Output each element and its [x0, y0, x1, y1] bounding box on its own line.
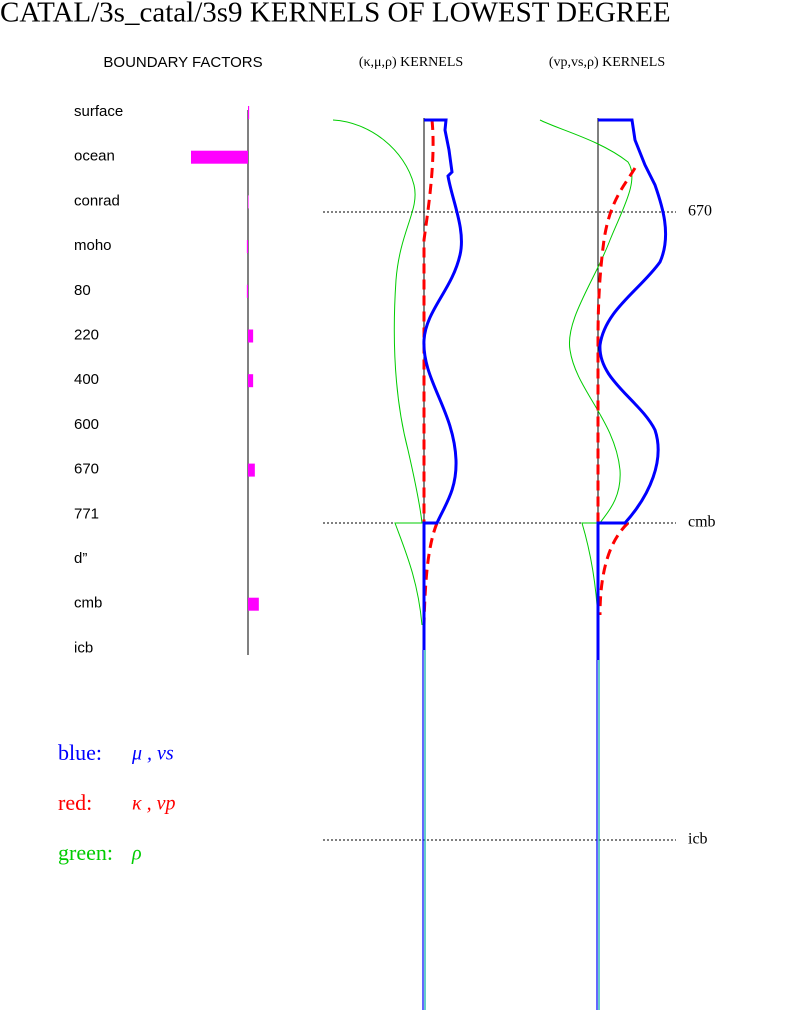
boundary-bar: [248, 463, 255, 477]
header: (vp,vs,ρ) KERNELS: [549, 55, 665, 70]
legend-label: red:: [58, 790, 92, 815]
title: CATAL/3s_catal/3s9 KERNELS OF LOWEST DEG…: [0, 0, 671, 29]
boundary-bar: [248, 374, 254, 388]
boundary-bar: [248, 597, 259, 611]
legend-symbols: ρ: [131, 843, 142, 865]
boundary-label: 80: [74, 282, 91, 299]
boundary-label: cmb: [74, 595, 102, 612]
boundary-label: 400: [74, 371, 99, 388]
boundary-bar: [246, 240, 248, 254]
boundary-label: 220: [74, 326, 99, 343]
boundary-label: 600: [74, 416, 99, 433]
depth-label: icb: [688, 831, 708, 848]
legend-label: blue:: [58, 740, 102, 765]
boundary-label: moho: [74, 237, 112, 254]
header: BOUNDARY FACTORS: [103, 54, 262, 71]
legend-label: green:: [58, 840, 113, 865]
boundary-bar: [191, 150, 248, 164]
boundary-label: conrad: [74, 192, 120, 209]
boundary-bar: [248, 195, 249, 209]
legend: blue: μ , vs red: κ , vp green: ρ: [58, 740, 175, 865]
boundary-label: surface: [74, 103, 123, 120]
depth-label: cmb: [688, 514, 716, 531]
boundary-label: 670: [74, 461, 99, 478]
boundary-bar: [248, 106, 250, 119]
boundary-label: 771: [74, 505, 99, 522]
boundary-factors: surface ocean conrad moho 80 220 400 600 670 771 d…: [74, 103, 259, 656]
depth-lines: [323, 211, 676, 841]
legend-symbols: μ , vs: [131, 743, 174, 765]
boundary-bar: [246, 284, 248, 298]
kernel-panel: [539, 118, 668, 1010]
boundary-label: d”: [74, 550, 87, 567]
legend-symbols: κ , vp: [132, 793, 175, 815]
depth-label: 670: [688, 203, 712, 220]
boundary-bar: [248, 329, 254, 343]
header: (κ,μ,ρ) KERNELS: [359, 55, 463, 70]
boundary-label: ocean: [74, 148, 115, 165]
boundary-label: icb: [74, 639, 93, 656]
kernel-panel: [332, 118, 463, 1010]
